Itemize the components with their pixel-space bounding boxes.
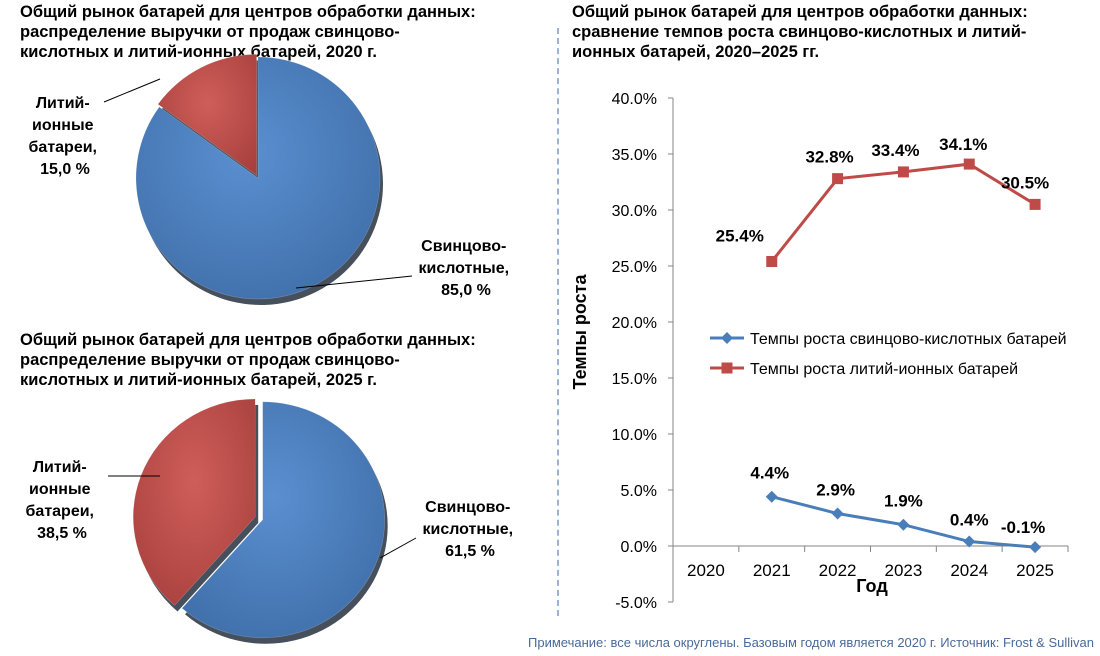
line-chart-title-line: ионных батарей, 2020–2025 гг. (572, 43, 820, 61)
data-label: 1.9% (884, 492, 923, 511)
pie-label-line: 15,0 % (40, 161, 90, 178)
data-label: 0.4% (950, 511, 989, 530)
data-label: 25.4% (716, 227, 764, 246)
series-point (1029, 198, 1041, 210)
data-label: 4.4% (750, 464, 789, 483)
data-label: 2.9% (816, 481, 855, 500)
pie-2020-title: Общий рынок батарей для центров обработк… (20, 2, 476, 62)
data-label: 32.8% (805, 148, 853, 167)
growth-rate-line-chart: 40.0% 35.0% 30.0% 25.0% 20.0% 15.0% 10.0% 5.0% 0… (570, 91, 1069, 612)
data-label: 30.5% (1001, 173, 1049, 192)
pie-2025-title: Общий рынок батарей для центров обработк… (20, 330, 476, 390)
pie-2020-title-line: кислотных и литий-ионных батарей, 2020 г… (20, 43, 377, 61)
pie-2020-lead-leader (295, 275, 413, 289)
pie-label-line: кислотные, (418, 260, 509, 277)
series-point (963, 158, 975, 170)
y-axis-label: Темпы роста (570, 274, 590, 390)
legend-swatch-marker (721, 362, 733, 374)
footer-note: Примечание: все числа округлены. Базовым… (528, 635, 1094, 650)
series-point (831, 507, 844, 520)
y-tick-label: 30.0% (612, 203, 657, 220)
pie-label-line: ионные (29, 481, 91, 498)
pie-label-line: батареи, (26, 503, 94, 520)
x-tick-label: 2025 (1016, 561, 1054, 580)
data-label: 34.1% (939, 135, 987, 154)
x-tick-label: 2022 (819, 561, 857, 580)
section-divider (557, 28, 559, 616)
series-point (963, 535, 976, 548)
pie-label-line: Литий- (36, 95, 90, 112)
pie-label-line: 38,5 % (37, 525, 87, 542)
pie-chart-2020: Литий- ионные батареи, 15,0 % Свинцово- … (29, 54, 513, 305)
legend-entry-label: Темпы роста свинцово-кислотных батарей (750, 331, 1067, 348)
pie-2020-lithium-label: Литий- ионные батареи, 15,0 % (29, 95, 102, 178)
pie-2025-title-line: Общий рынок батарей для центров обработк… (20, 331, 476, 349)
line-chart-title-line: Общий рынок батарей для центров обработк… (572, 3, 1028, 21)
y-tick-label: 15.0% (612, 371, 657, 388)
pie-label-line: ионные (32, 117, 94, 134)
pie-slice-lead-acid (181, 401, 385, 639)
pie-2020-lithium-leader (103, 78, 161, 103)
data-label: 33.4% (871, 141, 919, 160)
y-tick-label: 20.0% (612, 315, 657, 332)
series-point (1029, 541, 1042, 554)
pie-slice-lithium-ion (132, 398, 256, 606)
pie-label-line: кислотные, (422, 521, 513, 538)
x-tick-label: 2023 (885, 561, 923, 580)
pie-label-line: 61,5 % (445, 543, 495, 560)
pie-2020-title-line: Общий рынок батарей для центров обработк… (20, 3, 476, 21)
pie-slice-lithium-ion (157, 54, 257, 176)
pie-label-line: Свинцово- (425, 499, 510, 516)
legend-swatch-marker (721, 332, 733, 344)
pie-2025-title-line: распределение выручки от продаж свинцово… (20, 351, 400, 369)
series-point (832, 173, 844, 185)
x-tick-label: 2021 (753, 561, 791, 580)
y-tick-label: 40.0% (612, 91, 657, 108)
pie-2020-lead-label: Свинцово- кислотные, 85,0 % (418, 238, 513, 299)
y-tick-label: 10.0% (612, 427, 657, 444)
line-chart-title-line: сравнение темпов роста свинцово-кислотны… (572, 23, 1027, 41)
y-tick-label: 25.0% (612, 259, 657, 276)
pie-2020-title-line: распределение выручки от продаж свинцово… (20, 23, 400, 41)
x-axis-label: Год (856, 576, 888, 596)
pie-chart-2025: Литий- ионные батареи, 38,5 % Свинцово- … (26, 398, 517, 644)
legend-entry-label: Темпы роста литий-ионных батарей (750, 361, 1018, 378)
series-point (897, 166, 909, 178)
series-line (770, 162, 1036, 263)
series-point (765, 490, 778, 503)
x-tick-label: 2020 (687, 561, 725, 580)
line-chart-title: Общий рынок батарей для центров обработк… (572, 2, 1028, 62)
series-point (897, 518, 910, 531)
pie-2025-lead-label: Свинцово- кислотные, 61,5 % (422, 499, 517, 560)
y-tick-label: 35.0% (612, 147, 657, 164)
y-tick-label: -5.0% (615, 595, 657, 612)
pie-label-line: Литий- (33, 459, 87, 476)
pie-label-line: 85,0 % (441, 282, 491, 299)
x-tick-label: 2024 (950, 561, 988, 580)
pie-2025-lead-leader (379, 537, 417, 559)
pie-2025-title-line: кислотных и литий-ионных батарей, 2025 г… (20, 371, 377, 389)
data-label: -0.1% (1001, 518, 1045, 537)
pie-2025-lithium-label: Литий- ионные батареи, 38,5 % (26, 459, 99, 542)
pie-label-line: Свинцово- (421, 238, 506, 255)
y-tick-label: 5.0% (621, 483, 657, 500)
pie-label-line: батареи, (29, 139, 97, 156)
y-tick-label: 0.0% (621, 539, 657, 556)
series-point (766, 256, 778, 268)
